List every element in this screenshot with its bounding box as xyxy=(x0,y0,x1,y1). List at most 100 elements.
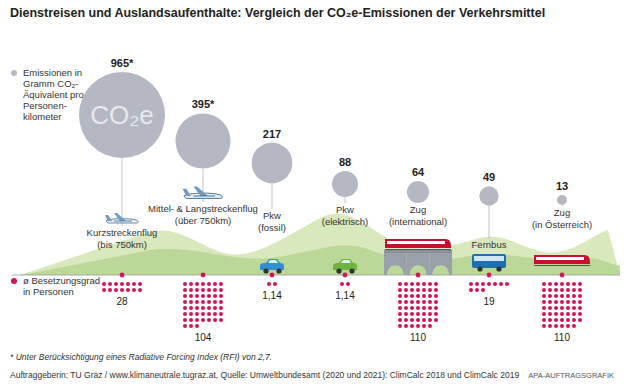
dot xyxy=(572,300,576,304)
hill xyxy=(20,214,620,275)
connector xyxy=(489,206,490,238)
dot xyxy=(416,312,420,316)
dot xyxy=(114,282,118,286)
car-wheel xyxy=(263,268,268,273)
dot xyxy=(554,294,558,298)
car-body xyxy=(260,259,284,270)
bubble xyxy=(479,186,498,205)
dot xyxy=(542,294,546,298)
data-label: 395* xyxy=(192,98,215,110)
text-line: (elektrisch) xyxy=(322,216,368,227)
text-line: Pkw xyxy=(263,210,281,221)
plane-wing xyxy=(193,186,207,196)
dot xyxy=(548,294,552,298)
landscape xyxy=(12,214,620,275)
dot xyxy=(404,282,408,286)
data-label: 13 xyxy=(556,180,568,192)
dot xyxy=(404,324,408,328)
dot xyxy=(475,288,479,292)
dot xyxy=(572,306,576,310)
dot xyxy=(404,288,408,292)
dot xyxy=(548,318,552,322)
dot xyxy=(201,282,205,286)
car-wheel xyxy=(276,268,281,273)
dot xyxy=(560,294,564,298)
ground-line xyxy=(12,275,620,276)
dot xyxy=(493,282,497,286)
dot xyxy=(120,288,124,292)
dot xyxy=(578,288,582,292)
occupancy-dots xyxy=(267,282,277,286)
dot xyxy=(416,318,420,322)
dot xyxy=(213,318,217,322)
dot xyxy=(554,312,558,316)
train-rail xyxy=(385,249,451,250)
category-label: Fernbus xyxy=(472,239,507,250)
dot xyxy=(566,294,570,298)
data-label: 1,14 xyxy=(262,290,282,301)
dot xyxy=(572,288,576,292)
dot xyxy=(487,282,491,286)
ground-marker xyxy=(487,273,492,278)
footnote: * Unter Berücksichtigung eines Radiative… xyxy=(10,352,272,362)
dot xyxy=(542,312,546,316)
ground-marker xyxy=(343,273,348,278)
dot xyxy=(428,294,432,298)
bus-icon xyxy=(472,254,506,272)
dot xyxy=(428,282,432,286)
plane-tail xyxy=(105,215,112,221)
bus-body xyxy=(472,254,506,268)
category-label: Mittel- & Langstreckenflug(über 750km) xyxy=(148,203,258,226)
dot xyxy=(560,300,564,304)
bubble xyxy=(252,143,293,184)
occupancy-dots xyxy=(183,282,223,328)
plane-stripe xyxy=(193,196,215,197)
dot xyxy=(560,282,564,286)
category-label: Zug(international) xyxy=(389,204,447,227)
hill xyxy=(20,246,620,275)
dot xyxy=(434,318,438,322)
dot xyxy=(548,324,552,328)
dot xyxy=(434,282,438,286)
dot xyxy=(267,282,271,286)
bubble-annotation: CO₂e xyxy=(90,100,154,130)
legend-label: ø Besetzungsgradin Personen xyxy=(23,275,100,297)
dot xyxy=(219,306,223,310)
dot xyxy=(183,318,187,322)
dot xyxy=(398,288,402,292)
category-label: Zug(in Österreich) xyxy=(532,207,592,230)
dot xyxy=(416,324,420,328)
text-line: Äquivalent pro xyxy=(23,89,84,100)
dot xyxy=(542,324,546,328)
dot xyxy=(554,318,558,322)
ground-marker xyxy=(120,273,125,278)
dot xyxy=(428,312,432,316)
dot xyxy=(416,282,420,286)
dot xyxy=(102,282,106,286)
dot xyxy=(201,312,205,316)
dot xyxy=(126,288,130,292)
dot xyxy=(120,282,124,286)
dot xyxy=(346,282,350,286)
dot xyxy=(548,306,552,310)
text-line: in Personen xyxy=(23,286,74,297)
dot xyxy=(219,318,223,322)
dot xyxy=(548,312,552,316)
dot xyxy=(422,282,426,286)
dot xyxy=(126,282,130,286)
dot xyxy=(422,312,426,316)
dot xyxy=(213,312,217,316)
dot xyxy=(132,282,136,286)
bridge-arch xyxy=(407,253,430,275)
dot xyxy=(398,294,402,298)
dot xyxy=(469,282,473,286)
dot xyxy=(422,324,426,328)
dot xyxy=(398,324,402,328)
dot xyxy=(410,318,414,322)
dot xyxy=(138,288,142,292)
dot xyxy=(195,318,199,322)
dot xyxy=(578,282,582,286)
dot xyxy=(138,282,142,286)
ground-marker xyxy=(560,273,565,278)
dot xyxy=(201,294,205,298)
